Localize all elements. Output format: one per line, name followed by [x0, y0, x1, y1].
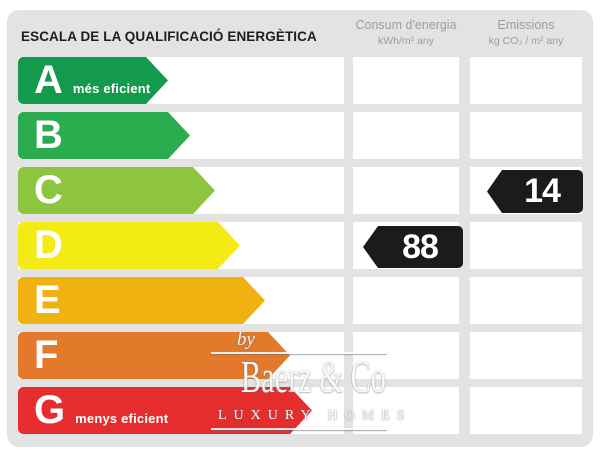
consum-header-label: Consum d'energia	[355, 18, 457, 32]
rating-note: més eficient	[72, 81, 151, 96]
watermark-brand-name: Baerz & Co	[240, 351, 386, 402]
emissions-cell	[470, 222, 582, 269]
column-header-emissions: Emissions kg CO₂ / m² any	[470, 18, 582, 47]
rating-letter: B	[34, 113, 63, 157]
consum-value: 88	[402, 227, 439, 266]
consum-header-units: kWh/m² any	[377, 35, 434, 47]
baerz-watermark: by Baerz & Co LUXURY HOMES	[211, 330, 412, 430]
emissions-value: 14	[524, 172, 561, 210]
rating-arrow-b: B	[18, 112, 190, 159]
rating-arrow-c: C	[18, 167, 215, 214]
rating-row-d: D	[7, 222, 593, 269]
consum-cell	[353, 277, 459, 324]
rating-row-f: F	[7, 332, 593, 379]
consum-value-arrow: 88	[363, 226, 463, 268]
emissions-cell	[470, 387, 582, 434]
rating-letter: A	[34, 58, 63, 102]
rating-letter: D	[34, 223, 63, 267]
emissions-header-units: kg CO₂ / m² any	[488, 35, 564, 47]
column-header-consum: Consum d'energia kWh/m² any	[353, 18, 459, 47]
emissions-cell	[470, 57, 582, 104]
rating-arrow-f: F	[18, 332, 290, 379]
rating-arrow-e: E	[18, 277, 265, 324]
rating-letter: C	[34, 168, 63, 212]
rating-row-e: E	[7, 277, 593, 324]
rating-arrow-d: D	[18, 222, 240, 269]
page-title: ESCALA DE LA QUALIFICACIÓ ENERGÈTICA	[21, 29, 317, 44]
rating-letter: G	[34, 388, 66, 432]
consum-cell	[353, 332, 459, 379]
consum-cell	[353, 387, 459, 434]
consum-cell	[353, 57, 459, 104]
watermark-tagline: LUXURY HOMES	[218, 408, 412, 423]
watermark-divider-top	[211, 352, 387, 354]
energy-certificate-panel: ESCALA DE LA QUALIFICACIÓ ENERGÈTICA Con…	[7, 10, 593, 447]
emissions-cell	[470, 332, 582, 379]
rating-letter: F	[34, 333, 59, 377]
consum-cell	[353, 112, 459, 159]
watermark-divider-bottom	[211, 428, 387, 430]
watermark-by-text: by	[237, 329, 255, 350]
emissions-cell	[470, 112, 582, 159]
rating-letter: E	[34, 278, 61, 322]
emissions-header-label: Emissions	[497, 18, 555, 32]
rating-row-b: B	[7, 112, 593, 159]
consum-cell	[353, 167, 459, 214]
emissions-cell	[470, 277, 582, 324]
rating-note: menys eficient	[75, 411, 169, 426]
emissions-value-arrow: 14	[487, 170, 583, 213]
